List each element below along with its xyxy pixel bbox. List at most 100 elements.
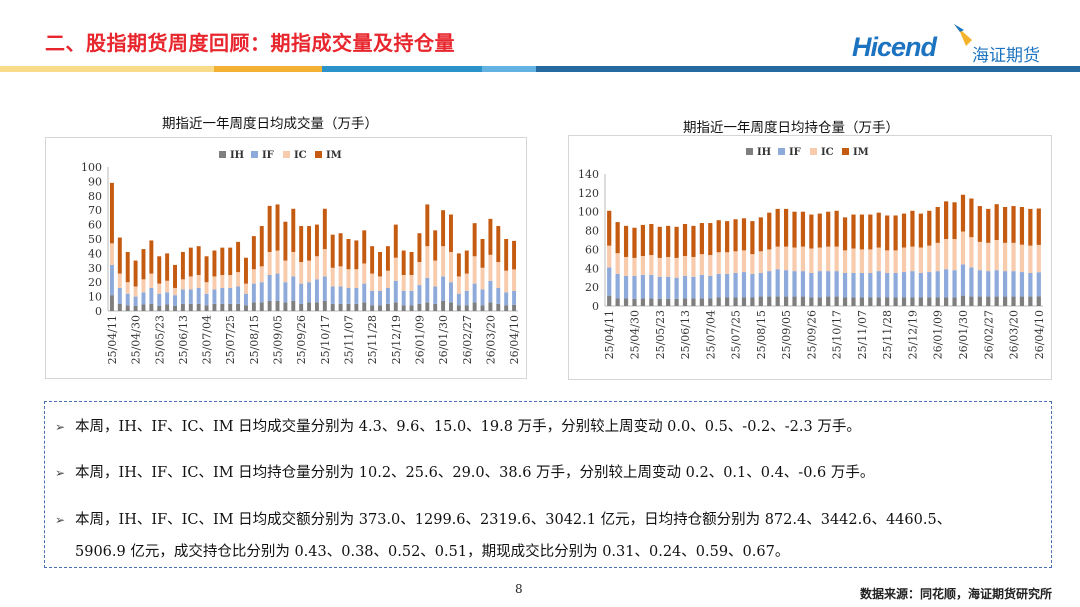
- bar-ih: [876, 297, 881, 306]
- bar-im: [1011, 206, 1016, 243]
- bar-im: [657, 226, 662, 258]
- bar-ic: [512, 269, 517, 291]
- bar-im: [826, 211, 831, 247]
- bar-im: [307, 226, 312, 261]
- bar-ic: [792, 247, 797, 272]
- bar-ih: [1002, 296, 1008, 306]
- bar-im: [322, 208, 327, 250]
- x-tick-label: 25/07/25: [224, 315, 237, 364]
- bar-ic: [330, 267, 335, 287]
- bar-if: [212, 289, 217, 304]
- bar-ih: [767, 296, 772, 306]
- y-tick-label: 50: [88, 233, 102, 246]
- summary-line: ➢ 本周，IH、IF、IC、IM 日均持仓量分别为 10.2、25.6、29.0、…: [55, 465, 875, 481]
- bar-ih: [449, 302, 453, 311]
- bar-ih: [935, 297, 940, 306]
- bar-ic: [767, 249, 772, 272]
- bar-im: [901, 213, 907, 248]
- legend-swatch-ih: [219, 151, 226, 158]
- bar-im: [691, 225, 696, 257]
- bar-if: [354, 287, 359, 304]
- bar-im: [918, 213, 923, 248]
- bar-im: [792, 211, 797, 248]
- y-tick-label: 60: [585, 243, 599, 256]
- bar-if: [725, 273, 730, 298]
- bar-ic: [157, 283, 162, 294]
- bullet-arrow-icon: ➢: [55, 513, 66, 527]
- bar-if: [640, 274, 646, 299]
- bar-im: [725, 221, 730, 253]
- bar-if: [330, 286, 335, 304]
- bar-ic: [893, 250, 898, 273]
- bar-ih: [885, 297, 890, 306]
- bar-ic: [977, 241, 982, 271]
- bar-ih: [960, 295, 966, 306]
- x-tick-label: 26/03/20: [1008, 310, 1021, 359]
- bar-if: [699, 274, 704, 299]
- y-tick-label: 80: [585, 225, 599, 238]
- x-tick-label: 26/04/10: [1033, 310, 1046, 359]
- bar-ic: [969, 237, 974, 268]
- bar-if: [512, 290, 517, 305]
- bar-if: [741, 272, 747, 298]
- bar-if: [125, 293, 130, 306]
- bar-im: [842, 217, 848, 251]
- bar-im: [251, 236, 256, 270]
- bar-ic: [196, 275, 201, 288]
- bar-im: [682, 223, 688, 257]
- bar-im: [393, 224, 398, 258]
- legend-label-ic: IC: [821, 147, 834, 158]
- bar-ic: [733, 251, 738, 273]
- bar-im: [401, 250, 406, 275]
- bar-if: [173, 295, 177, 306]
- bar-im: [425, 204, 430, 247]
- bar-if: [259, 282, 264, 303]
- bar-if: [362, 283, 367, 303]
- bar-ih: [817, 297, 822, 306]
- bar-im: [960, 194, 966, 232]
- bar-ih: [244, 305, 248, 311]
- bar-ih: [480, 305, 485, 311]
- bar-ic: [173, 287, 177, 296]
- bar-im: [615, 222, 620, 254]
- legend-swatch-if: [778, 148, 785, 155]
- bar-ih: [851, 297, 856, 306]
- bar-im: [472, 223, 477, 257]
- bar-ih: [385, 303, 390, 311]
- bar-ic: [615, 253, 620, 274]
- bar-im: [141, 249, 146, 280]
- y-tick-label: 100: [578, 206, 599, 219]
- x-tick-label: 25/05/23: [654, 310, 667, 359]
- bar-if: [767, 271, 772, 297]
- x-tick-label: 25/06/13: [679, 310, 692, 359]
- bar-ic: [480, 267, 485, 290]
- bar-if: [322, 276, 327, 301]
- bar-ic: [623, 256, 629, 276]
- bar-ih: [607, 295, 612, 306]
- bar-im: [607, 210, 612, 246]
- bar-ic: [299, 262, 304, 284]
- bar-ih: [809, 297, 814, 306]
- logo-arrow-icon: [954, 24, 972, 46]
- bar-im: [512, 240, 517, 270]
- bar-ih: [456, 305, 461, 311]
- bar-if: [370, 290, 375, 306]
- bar-ic: [370, 273, 375, 291]
- bar-if: [1028, 273, 1033, 297]
- header-stripe: [322, 66, 482, 72]
- legend-label-ic: IC: [294, 150, 307, 161]
- bar-if: [393, 280, 398, 303]
- bar-ih: [952, 297, 957, 306]
- bar-ih: [944, 297, 949, 306]
- header-stripe: [482, 66, 536, 72]
- bar-if: [433, 286, 438, 304]
- bar-ic: [393, 257, 398, 281]
- bar-if: [657, 276, 662, 299]
- bar-ic: [640, 256, 646, 275]
- bar-ih: [133, 305, 138, 311]
- x-tick-label: 25/04/30: [628, 310, 641, 359]
- bar-ih: [141, 304, 146, 311]
- bar-ic: [449, 251, 453, 283]
- bar-ic: [666, 256, 671, 277]
- bar-if: [783, 270, 789, 297]
